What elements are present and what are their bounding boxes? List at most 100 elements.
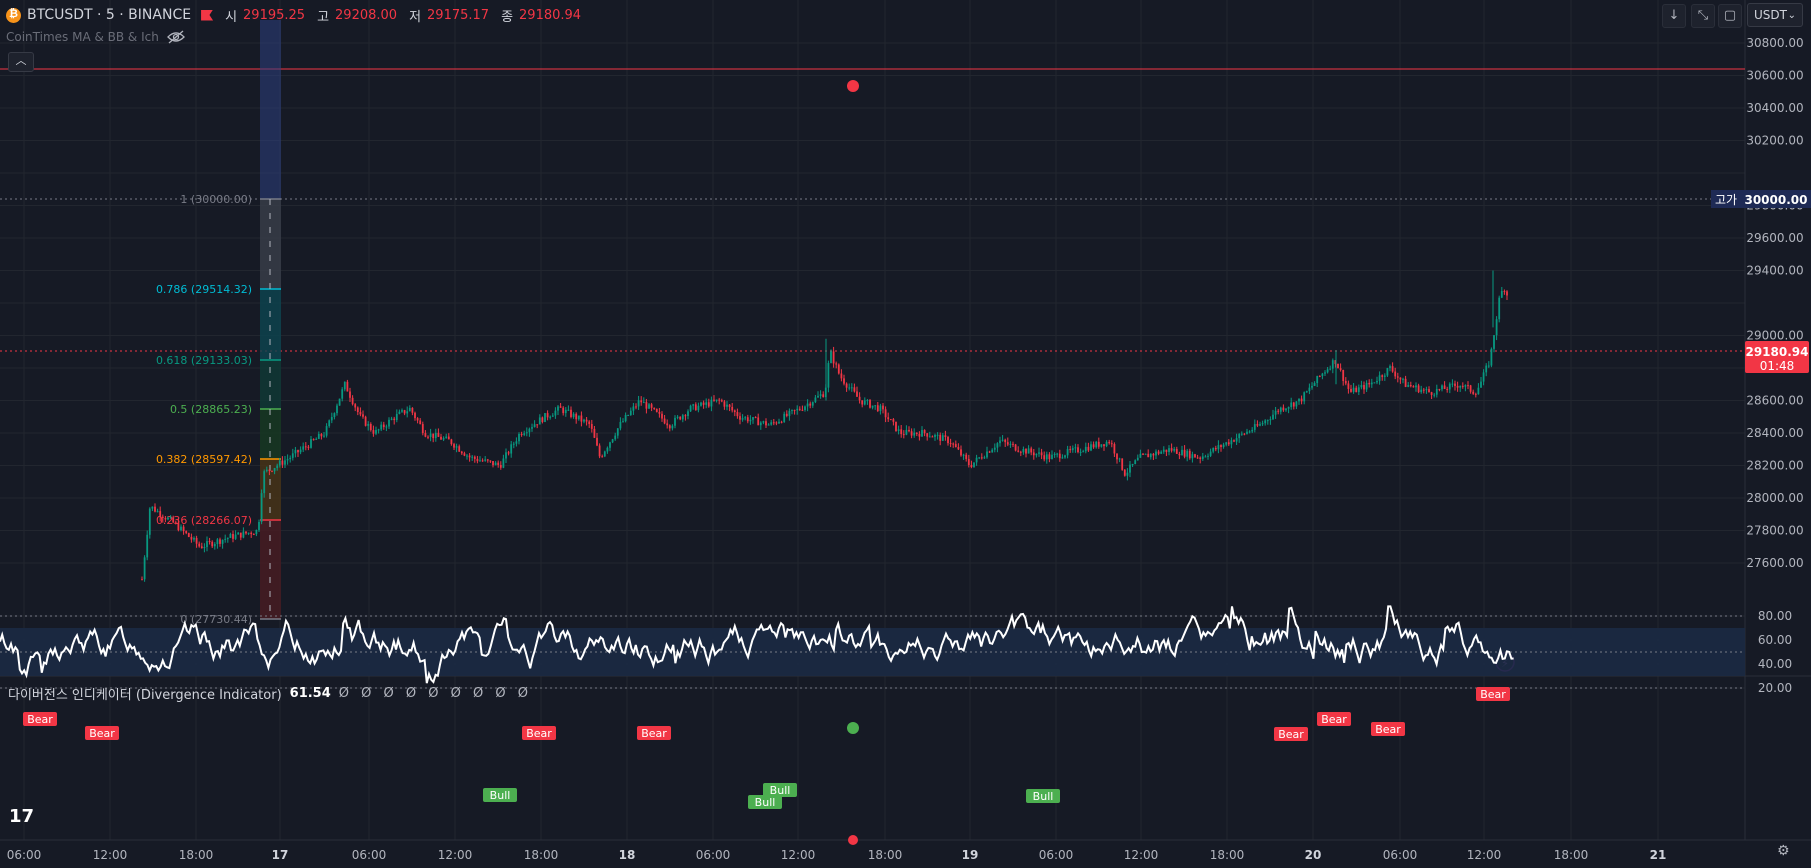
candle-body — [1311, 385, 1313, 388]
candle-body — [843, 378, 845, 384]
low-value: 29175.17 — [427, 7, 490, 23]
candle-body — [1084, 446, 1087, 452]
candle-body — [973, 462, 975, 468]
candle-body — [499, 465, 502, 468]
currency-select[interactable]: USDT ⌄ — [1747, 3, 1803, 27]
bull-tag[interactable] — [483, 788, 517, 802]
bull-tag[interactable] — [763, 783, 797, 797]
fib-zone — [260, 409, 281, 459]
candle-body — [1321, 373, 1324, 377]
candle-body — [1168, 448, 1170, 452]
candle-body — [970, 465, 973, 468]
candle-body — [1459, 385, 1462, 388]
candle-body — [1071, 448, 1074, 451]
last-price-label — [1745, 341, 1809, 373]
candle-body — [146, 534, 149, 558]
candle-body — [182, 526, 185, 532]
bull-tag[interactable] — [748, 795, 782, 809]
candle-body — [983, 457, 986, 459]
candle-body — [265, 469, 268, 472]
compress-button[interactable]: ⤡ — [1691, 4, 1715, 28]
candle-body — [486, 459, 489, 461]
candle-body — [947, 437, 949, 444]
candle-body — [1053, 453, 1056, 455]
bull-tag[interactable] — [1026, 789, 1060, 803]
alarm-clock-icon[interactable] — [847, 80, 859, 92]
bear-tag[interactable] — [85, 726, 119, 740]
bear-tag[interactable] — [23, 712, 57, 726]
candle-body — [1399, 377, 1402, 380]
candle-body — [468, 455, 471, 458]
candle-body — [1077, 447, 1079, 453]
candle-body — [967, 458, 970, 466]
candle-body — [260, 493, 263, 522]
candle-body — [172, 517, 175, 523]
candle-body — [333, 413, 336, 418]
candle-body — [1118, 458, 1121, 460]
eye-hidden-icon[interactable] — [166, 30, 185, 44]
candle-body — [694, 404, 697, 411]
candle-body — [1043, 455, 1046, 460]
candle-body — [234, 534, 237, 539]
price-tick-label: 30600.00 — [1746, 69, 1803, 83]
symbol-legend[interactable]: BTCUSDT · 5 · BINANCE 시 29195.25 고 29208.0… — [6, 4, 587, 26]
candle-body — [827, 363, 830, 388]
candle-body — [453, 444, 455, 448]
candle-body — [752, 417, 754, 420]
candle-body — [1160, 451, 1163, 454]
settings-gear-icon[interactable]: ⚙ — [1777, 843, 1790, 859]
candle-body — [1136, 457, 1139, 461]
maximize-button[interactable]: ▢ — [1718, 4, 1742, 28]
symbol-title[interactable]: BTCUSDT · 5 · BINANCE — [27, 7, 192, 23]
indicator-legend[interactable]: CoinTimes MA & BB & Ich — [6, 30, 185, 44]
arrow-down-button[interactable]: ↓ — [1662, 4, 1686, 28]
candle-body — [570, 409, 572, 417]
oscillator-tick-label: 20.00 — [1758, 681, 1792, 695]
oscillator-legend[interactable]: 다이버전스 인디케이터 (Divergence Indicator) 61.54… — [8, 684, 532, 703]
candle-body — [437, 432, 440, 437]
candle-body — [416, 418, 419, 421]
candle-body — [993, 447, 996, 450]
bear-tag[interactable] — [1317, 712, 1351, 726]
currency-value: USDT — [1754, 8, 1787, 22]
candle-body — [1230, 440, 1233, 445]
candle-body — [606, 447, 609, 452]
candle-body — [312, 439, 315, 441]
candle-body — [221, 539, 224, 544]
candle-body — [1066, 449, 1069, 456]
candle-body — [965, 454, 968, 459]
oscillator-title[interactable]: 다이버전스 인디케이터 (Divergence Indicator) — [8, 688, 282, 703]
candle-body — [359, 412, 362, 415]
candle-body — [596, 437, 598, 446]
alarm-clock-icon[interactable] — [848, 835, 858, 845]
indicator-label[interactable]: CoinTimes MA & BB & Ich — [6, 30, 159, 44]
flag-icon[interactable] — [201, 9, 214, 21]
bear-tag[interactable] — [1476, 687, 1510, 701]
candle-body — [1461, 385, 1464, 387]
bear-tag[interactable] — [1371, 722, 1405, 736]
candle-body — [1318, 375, 1321, 377]
candle-body — [1352, 387, 1355, 392]
alarm-clock-icon[interactable] — [847, 722, 859, 734]
candle-body — [837, 364, 840, 374]
bear-tag[interactable] — [1274, 727, 1308, 741]
tradingview-logo[interactable]: 17 — [9, 806, 35, 827]
candle-body — [1446, 388, 1449, 390]
candle-body — [445, 436, 448, 439]
candle-body — [1009, 443, 1012, 445]
candle-body — [239, 532, 242, 538]
collapse-legend-button[interactable]: ︿ — [8, 52, 34, 72]
candle-body — [627, 415, 630, 417]
bear-tag[interactable] — [522, 726, 556, 740]
bear-tag[interactable] — [637, 726, 671, 740]
candle-body — [1048, 454, 1051, 460]
candle-body — [455, 446, 458, 448]
candle-body — [1199, 457, 1202, 459]
candle-body — [645, 402, 648, 409]
candle-body — [671, 425, 674, 429]
candle-body — [1061, 457, 1064, 459]
candle-body — [250, 532, 253, 535]
candle-body — [1344, 380, 1347, 384]
